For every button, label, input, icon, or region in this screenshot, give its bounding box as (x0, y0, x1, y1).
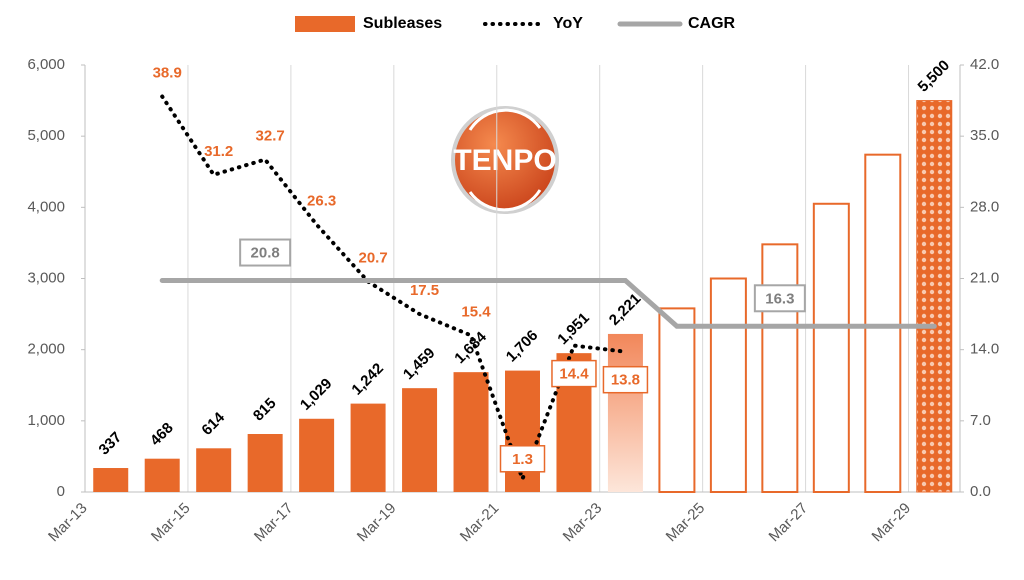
line (160, 94, 628, 485)
x-tick-label: Mar-17 (251, 500, 297, 546)
bar (144, 458, 180, 492)
bar (299, 418, 335, 492)
y-tick-label: 5,000 (27, 127, 65, 144)
y-tick-label: 3,000 (27, 269, 65, 286)
bar (402, 388, 438, 492)
line-value-label: 14.4 (559, 366, 589, 383)
y2-tick-label: 35.0 (970, 127, 999, 144)
legend-label: CAGR (688, 15, 736, 32)
x-tick-label: Mar-29 (869, 500, 915, 546)
legend-swatch (295, 16, 355, 32)
y2-tick-label: 28.0 (970, 198, 999, 215)
logo: TENPO (451, 106, 559, 214)
label-box (551, 359, 597, 388)
line-value-label: 38.9 (153, 64, 182, 81)
label-box (602, 365, 649, 394)
y-tick-label: 1,000 (27, 412, 65, 429)
bar (247, 433, 283, 492)
y2-tick-label: 0.0 (970, 483, 991, 500)
line-value-label: 31.2 (204, 143, 233, 160)
bar-value-label: 614 (198, 409, 228, 439)
y2-tick-label: 14.0 (970, 341, 999, 358)
line-value-label: 20.8 (251, 245, 280, 262)
line-value-label: 16.3 (765, 290, 794, 307)
line-value-label: 32.7 (256, 128, 285, 145)
x-tick-label: Mar-27 (766, 500, 812, 546)
line-value-label: 20.7 (358, 250, 387, 267)
legend-label: Subleases (363, 15, 442, 32)
line-value-label: 15.4 (461, 303, 491, 320)
label-box (239, 238, 292, 267)
x-tick-label: Mar-25 (663, 500, 709, 546)
bar-value-label: 468 (147, 419, 177, 449)
bar (916, 100, 953, 493)
bar (709, 277, 747, 493)
y-tick-label: 4,000 (27, 198, 65, 215)
bar-value-label: 1,706 (503, 327, 542, 366)
label-box (499, 445, 546, 473)
bar-value-label: 1,242 (348, 360, 387, 399)
y2-tick-label: 7.0 (970, 412, 991, 429)
bar-value-label: 2,221 (606, 290, 645, 329)
x-tick-label: Mar-15 (148, 500, 194, 546)
bar-value-label: 5,500 (915, 57, 954, 96)
bar (350, 403, 386, 492)
bar (658, 307, 696, 494)
y-tick-label: 6,000 (27, 56, 65, 73)
bar-value-label: 1,951 (554, 309, 593, 348)
y2-tick-label: 42.0 (970, 56, 999, 73)
bar (812, 202, 850, 493)
bar-value-label: 1,459 (400, 345, 439, 384)
label-box (753, 284, 806, 313)
line (159, 278, 937, 329)
line-value-label: 17.5 (410, 282, 439, 299)
x-tick-label: Mar-21 (457, 500, 503, 546)
bar (196, 448, 232, 492)
bar-value-label: 337 (95, 429, 125, 459)
line-value-label: 1.3 (512, 451, 533, 468)
bar-value-label: 1,029 (297, 375, 336, 414)
legend-label: YoY (553, 15, 583, 32)
x-tick-label: Mar-23 (560, 500, 606, 546)
bar (453, 372, 489, 492)
logo-text: TENPO (453, 144, 556, 177)
x-tick-label: Mar-13 (45, 500, 91, 546)
bar (93, 468, 129, 492)
y2-tick-label: 21.0 (970, 269, 999, 286)
x-tick-label: Mar-19 (354, 500, 400, 546)
bar-value-label: 1,684 (451, 328, 490, 367)
bar (761, 243, 799, 493)
bar-value-label: 815 (250, 395, 280, 425)
y-tick-label: 2,000 (27, 341, 65, 358)
y-tick-label: 0 (57, 483, 65, 500)
bar (864, 153, 902, 493)
line-value-label: 26.3 (307, 193, 336, 210)
line-value-label: 13.8 (611, 372, 640, 389)
bar (607, 333, 643, 492)
